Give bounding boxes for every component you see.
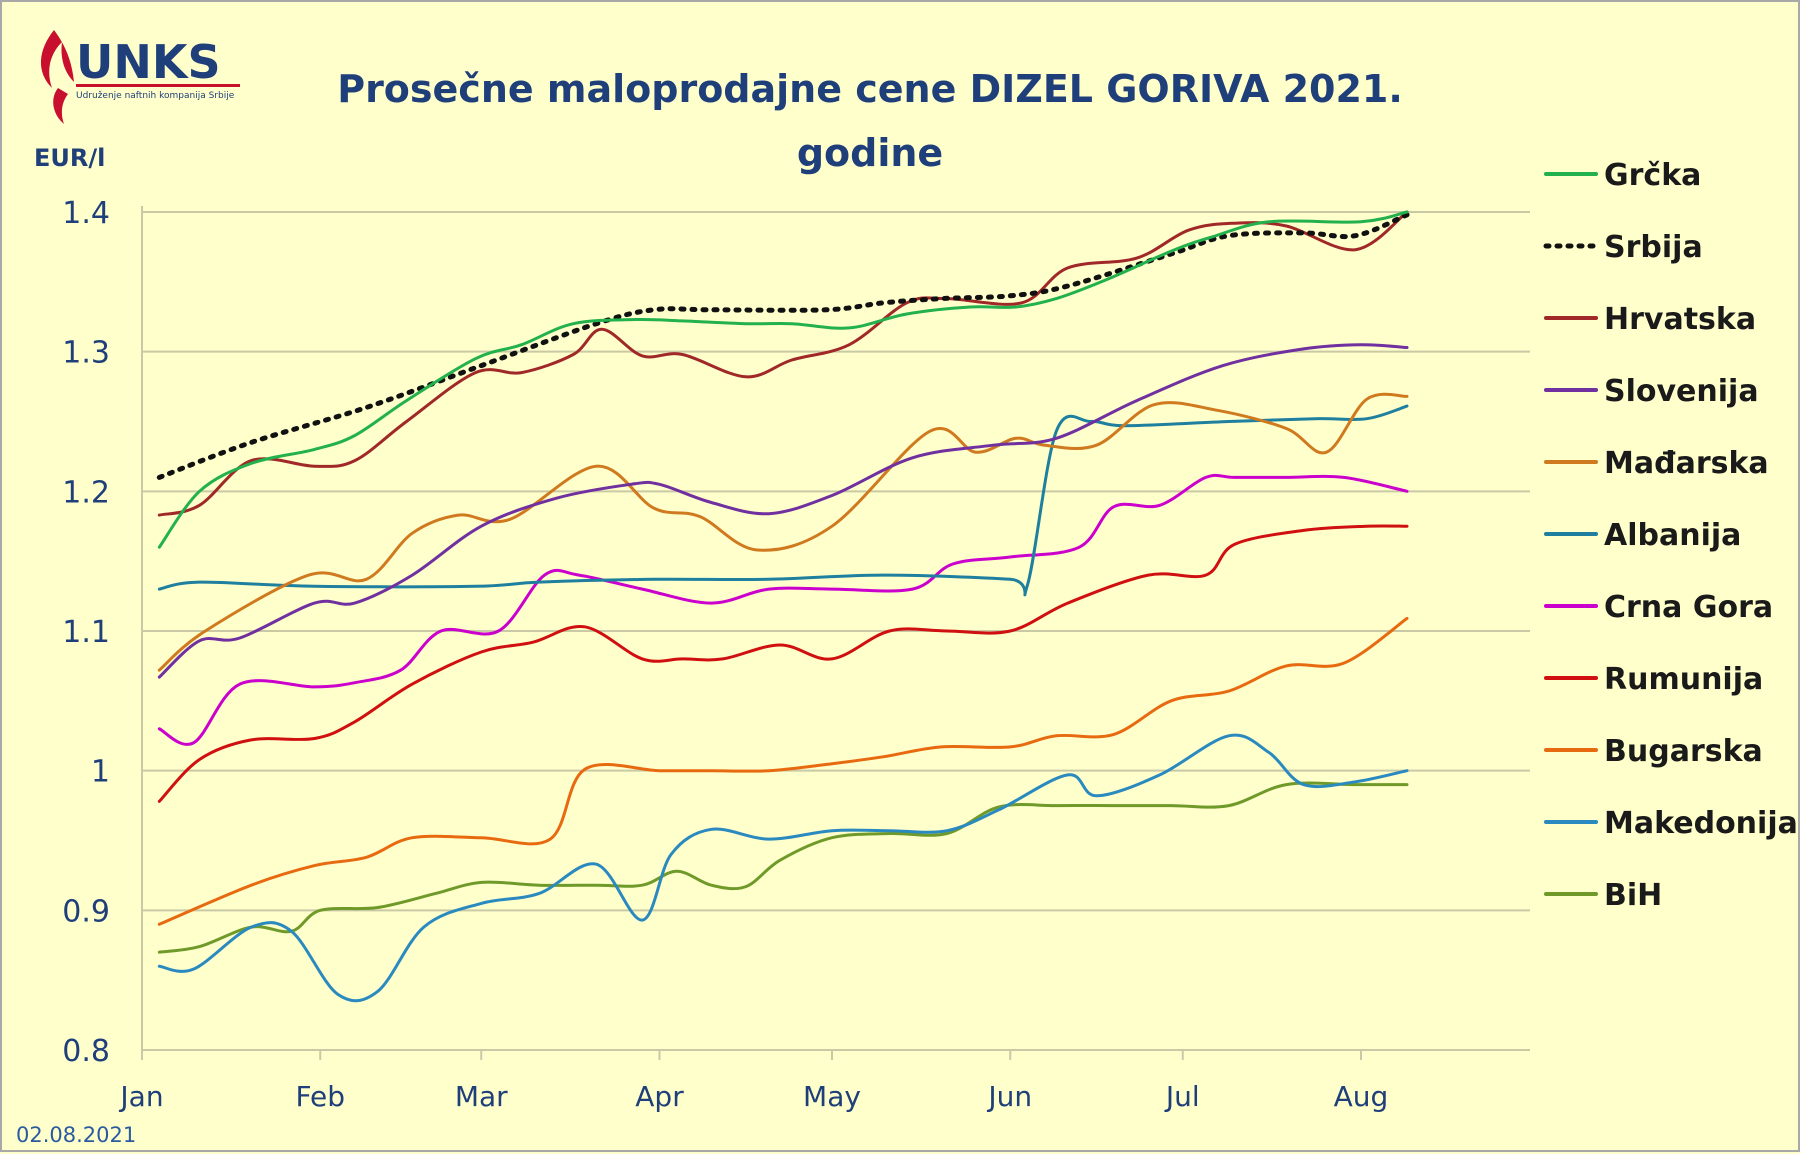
series-line-albanija xyxy=(157,404,1409,597)
x-tick-label: Jun xyxy=(986,1080,1032,1113)
legend-label-albanija: Albanija xyxy=(1604,518,1741,553)
x-tick-label: May xyxy=(803,1080,861,1113)
flame-tail-icon xyxy=(53,88,68,124)
x-tick-label: Jan xyxy=(118,1080,163,1113)
x-tick-label: Apr xyxy=(635,1080,684,1113)
series-line-crna-gora xyxy=(157,473,1409,746)
legend-label-srbija: Srbija xyxy=(1604,230,1703,265)
series-line-bugarska xyxy=(157,616,1409,926)
chart-title-line1: Prosečne maloprodajne cene DIZEL GORIVA … xyxy=(337,67,1403,111)
y-tick-label: 1.4 xyxy=(62,196,110,231)
flame-icon xyxy=(40,30,74,88)
x-tick-label: Jul xyxy=(1164,1080,1200,1113)
axes xyxy=(141,206,1530,1051)
x-tick-label: Aug xyxy=(1334,1080,1389,1113)
unks-logo: UNKS Udruženje naftnih kompanija Srbije xyxy=(40,30,240,124)
legend-label-bugarska: Bugarska xyxy=(1604,734,1763,769)
y-tick-labels: 1.4 1.3 1.2 1.1 1 0.9 0.8 xyxy=(62,196,110,1069)
logo-rule xyxy=(76,84,240,87)
legend-label-slovenija: Slovenija xyxy=(1604,374,1759,409)
y-tick-label: 0.8 xyxy=(62,1034,110,1069)
series-line-rumunija xyxy=(157,524,1409,803)
legend-label-ma-arska: Mađarska xyxy=(1604,446,1769,481)
y-tick-label: 1.3 xyxy=(62,336,110,371)
y-tick-label: 0.9 xyxy=(62,894,110,929)
legend-label-bih: BiH xyxy=(1604,878,1662,913)
series-line-ma-arska xyxy=(157,392,1409,672)
x-tick-labels: Jan Feb Mar Apr May Jun Jul Aug xyxy=(118,1050,1388,1113)
series-line-srbija xyxy=(156,212,1410,480)
legend-label-hrvatska: Hrvatska xyxy=(1604,302,1756,337)
series-line-bih xyxy=(157,781,1409,954)
series-line-makedonija xyxy=(157,733,1409,1003)
y-axis-unit: EUR/l xyxy=(34,144,105,172)
x-tick-label: Mar xyxy=(455,1080,508,1113)
y-tick-label: 1.2 xyxy=(62,475,110,510)
legend: Grčka Srbija Hrvatska Slovenija Mađarska Alba… xyxy=(1543,158,1798,913)
series-line-gr-ka xyxy=(157,210,1409,549)
x-tick-label: Feb xyxy=(295,1080,345,1113)
legend-label-crna-gora: Crna Gora xyxy=(1604,590,1773,625)
chart-title-line2: godine xyxy=(797,131,943,175)
series-line-slovenija xyxy=(157,343,1409,679)
logo-tagline: Udruženje naftnih kompanija Srbije xyxy=(76,91,235,101)
legend-label-makedonija: Makedonija xyxy=(1604,806,1798,841)
date-stamp: 02.08.2021 xyxy=(16,1123,136,1147)
y-tick-label: 1 xyxy=(91,755,110,790)
gridlines xyxy=(142,211,1530,912)
series-lines xyxy=(156,210,1410,1003)
legend-label-rumunija: Rumunija xyxy=(1604,662,1763,697)
y-tick-label: 1.1 xyxy=(62,615,110,650)
legend-label-gr-ka: Grčka xyxy=(1604,158,1701,193)
logo-name: UNKS xyxy=(76,35,221,89)
series-line-hrvatska xyxy=(157,210,1409,517)
